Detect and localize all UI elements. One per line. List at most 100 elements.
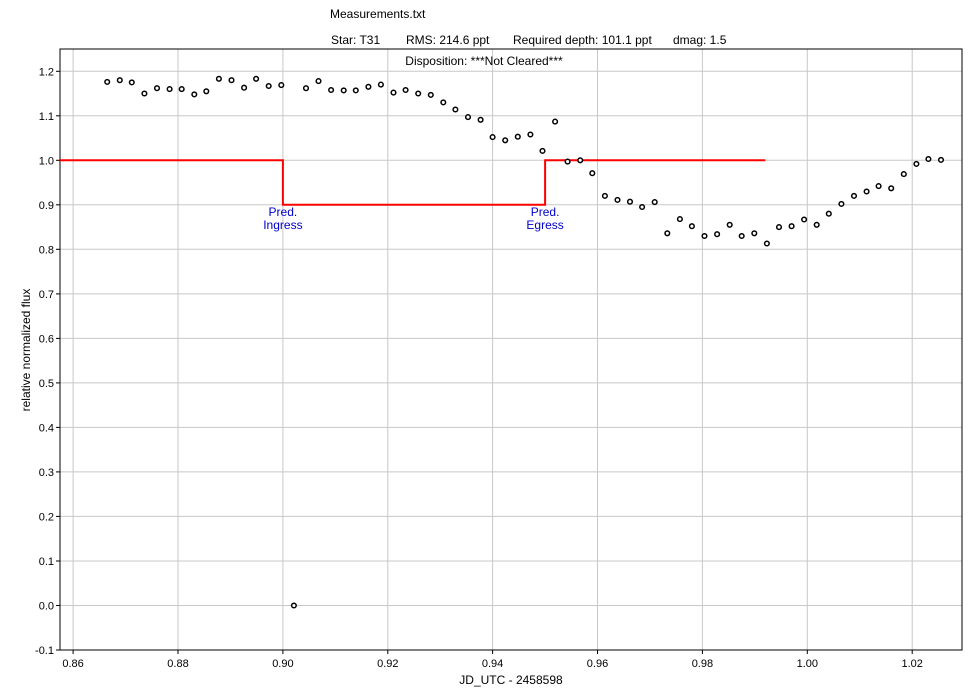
data-point xyxy=(900,171,907,178)
data-point xyxy=(477,116,484,123)
x-axis-label: JD_UTC - 2458598 xyxy=(459,673,563,687)
data-point xyxy=(688,223,695,230)
data-point xyxy=(302,85,310,92)
y-tick-label: 0.7 xyxy=(39,289,54,301)
data-point xyxy=(539,147,546,154)
data-point xyxy=(365,83,372,90)
data-point xyxy=(427,91,434,98)
data-point xyxy=(464,114,472,121)
x-tick-label: 1.02 xyxy=(901,658,922,670)
annotation-text: Egress xyxy=(526,218,563,232)
data-point xyxy=(552,118,559,125)
data-point xyxy=(701,232,708,240)
x-tick-label: 0.98 xyxy=(692,658,713,670)
y-tick-label: -0.1 xyxy=(35,645,54,657)
data-point xyxy=(178,86,185,93)
data-point xyxy=(651,199,658,206)
data-point xyxy=(166,86,173,93)
data-point xyxy=(265,82,272,90)
y-tick-label: 0.8 xyxy=(39,244,54,256)
data-point xyxy=(850,192,858,199)
data-point xyxy=(104,78,111,85)
data-point xyxy=(527,131,534,138)
data-point xyxy=(801,216,808,223)
data-point xyxy=(738,232,745,240)
data-point xyxy=(626,198,634,205)
rms-label: RMS: 214.6 ppt xyxy=(406,33,490,47)
annotation-text: Pred. xyxy=(269,205,298,219)
plot-area-frame xyxy=(59,48,963,651)
data-point xyxy=(775,224,783,231)
data-points xyxy=(104,75,945,609)
data-point xyxy=(888,185,895,192)
data-point xyxy=(253,75,260,82)
data-point xyxy=(440,99,447,106)
data-point xyxy=(228,77,235,84)
data-point xyxy=(278,82,285,89)
disposition-label: Disposition: ***Not Cleared*** xyxy=(405,54,563,68)
data-point xyxy=(415,90,422,97)
data-point xyxy=(763,240,770,247)
annotation-text: Ingress xyxy=(263,218,302,232)
data-point xyxy=(788,223,795,230)
data-point xyxy=(116,77,123,84)
star-label: Star: T31 xyxy=(331,33,380,47)
data-point xyxy=(191,91,198,98)
data-point xyxy=(714,231,721,238)
y-tick-label: 0.2 xyxy=(39,511,54,523)
y-tick-label: 0.9 xyxy=(39,200,54,212)
data-point xyxy=(390,89,397,96)
x-tick-label: 0.96 xyxy=(587,658,608,670)
data-point xyxy=(153,85,161,92)
data-point xyxy=(489,134,496,141)
y-tick-label: 0.3 xyxy=(39,467,54,479)
data-point xyxy=(290,602,297,609)
data-point xyxy=(676,216,683,223)
data-point xyxy=(863,188,870,195)
data-point xyxy=(577,157,584,164)
data-point xyxy=(141,90,148,97)
y-axis-label: relative normalized flux xyxy=(19,289,33,412)
x-tick-label: 0.86 xyxy=(62,658,83,670)
data-point xyxy=(913,160,920,167)
data-point xyxy=(601,192,608,199)
data-point xyxy=(203,88,210,95)
data-point xyxy=(402,86,409,94)
data-point xyxy=(875,183,882,190)
y-tick-label: 0.1 xyxy=(39,556,54,568)
chart-title: Measurements.txt xyxy=(330,7,426,21)
y-tick-label: 0.5 xyxy=(39,378,54,390)
y-tick-label: 1.2 xyxy=(39,66,54,78)
data-point xyxy=(664,230,671,237)
data-point xyxy=(452,106,459,113)
data-point xyxy=(838,200,845,207)
data-point xyxy=(514,133,521,140)
data-point xyxy=(589,170,596,177)
data-point xyxy=(377,81,384,88)
data-point xyxy=(564,158,571,165)
x-tick-label: 0.94 xyxy=(482,658,503,670)
data-point xyxy=(813,221,820,228)
data-point xyxy=(352,87,359,94)
x-tick-label: 0.88 xyxy=(167,658,188,670)
y-tick-label: 0.4 xyxy=(39,422,54,434)
data-point xyxy=(241,84,248,91)
data-point xyxy=(726,221,733,228)
data-point xyxy=(340,87,347,94)
dmag-label: dmag: 1.5 xyxy=(673,33,727,47)
y-tick-label: 0.0 xyxy=(39,601,54,613)
x-tick-label: 1.00 xyxy=(797,658,818,670)
x-tick-label: 0.92 xyxy=(377,658,398,670)
data-point xyxy=(328,86,335,94)
y-tick-label: 0.6 xyxy=(39,333,54,345)
data-point xyxy=(502,137,509,144)
data-point xyxy=(639,203,646,211)
gridlines xyxy=(60,49,962,651)
data-point xyxy=(315,78,322,85)
annotation-text: Pred. xyxy=(531,205,560,219)
data-point xyxy=(825,210,832,217)
data-point xyxy=(937,156,945,163)
